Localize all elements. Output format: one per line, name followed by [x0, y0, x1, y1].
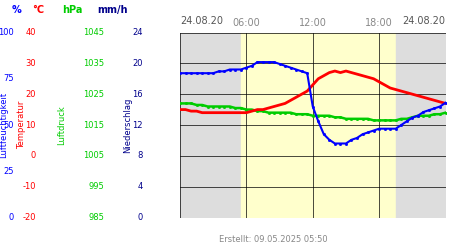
Text: 50: 50 [4, 120, 14, 130]
Bar [241, 32, 396, 218]
Text: 24.08.20: 24.08.20 [180, 16, 223, 26]
Text: 24.08.20: 24.08.20 [402, 16, 446, 26]
Text: 1045: 1045 [83, 28, 104, 37]
Text: Luftdruck: Luftdruck [58, 105, 67, 145]
Bar [396, 32, 446, 218]
Text: 4: 4 [138, 182, 143, 191]
Text: -10: -10 [22, 182, 36, 191]
Text: 0: 0 [31, 151, 36, 160]
Text: °C: °C [32, 5, 44, 15]
Text: 1015: 1015 [83, 120, 104, 130]
Text: 30: 30 [25, 59, 36, 68]
Text: 75: 75 [4, 74, 14, 83]
Text: 10: 10 [26, 120, 36, 130]
Text: %: % [12, 5, 22, 15]
Text: 24: 24 [132, 28, 143, 37]
Text: 985: 985 [88, 213, 104, 222]
Text: 25: 25 [4, 167, 14, 176]
Text: 12:00: 12:00 [299, 18, 327, 28]
Text: 20: 20 [26, 90, 36, 99]
Text: 1035: 1035 [83, 59, 104, 68]
Text: Erstellt: 09.05.2025 05:50: Erstellt: 09.05.2025 05:50 [219, 235, 327, 244]
Text: 40: 40 [26, 28, 36, 37]
Text: 0: 0 [9, 213, 14, 222]
Text: Luftfeuchtigkeit: Luftfeuchtigkeit [0, 92, 9, 158]
Text: Niederschlag: Niederschlag [123, 97, 132, 153]
Text: mm/h: mm/h [97, 5, 127, 15]
Text: 995: 995 [88, 182, 104, 191]
Text: 1025: 1025 [83, 90, 104, 99]
Text: 12: 12 [132, 120, 143, 130]
Text: hPa: hPa [62, 5, 82, 15]
Text: 16: 16 [132, 90, 143, 99]
Text: 18:00: 18:00 [365, 18, 393, 28]
Bar [180, 32, 241, 218]
Text: 20: 20 [132, 59, 143, 68]
Text: -20: -20 [22, 213, 36, 222]
Text: 06:00: 06:00 [233, 18, 260, 28]
Text: 1005: 1005 [83, 151, 104, 160]
Text: Temperatur: Temperatur [18, 101, 27, 149]
Text: 100: 100 [0, 28, 14, 37]
Text: 0: 0 [138, 213, 143, 222]
Text: 8: 8 [138, 151, 143, 160]
